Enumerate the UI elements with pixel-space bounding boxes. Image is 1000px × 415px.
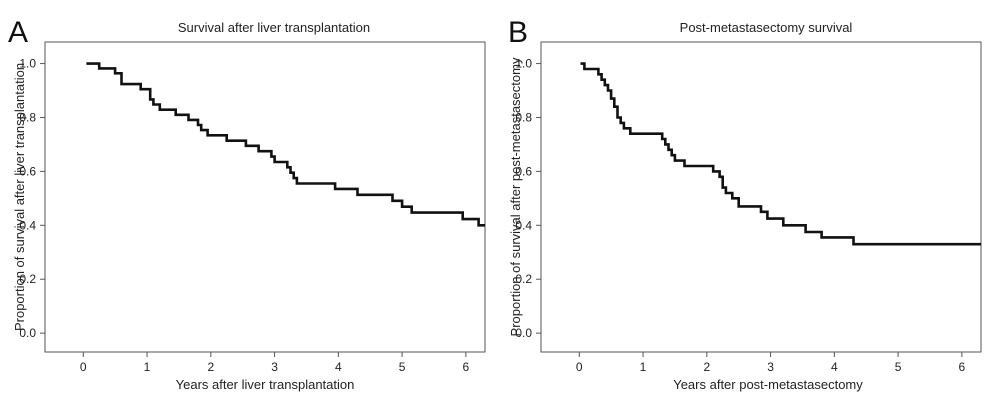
panel-a-plot-frame	[44, 41, 486, 353]
panel-a-y-tick-label: 0.0	[19, 326, 36, 340]
panel-b: B Post-metastasectomy survival Years aft…	[508, 16, 982, 392]
panel-a-title: Survival after liver transplantation	[178, 20, 370, 35]
panel-a-label: A	[8, 16, 28, 49]
panel-a-y-tick-label: 0.4	[19, 218, 36, 232]
panel-b-survival-curve	[580, 62, 981, 246]
panel-b-curves	[580, 62, 981, 246]
panel-a-x-tick-label: 6	[463, 360, 470, 374]
panel-b-x-tick-label: 5	[895, 360, 902, 374]
panel-b-y-ticks: 0.0 0.2 0.4 0.6 0.8 1.0	[515, 57, 541, 340]
panel-a-x-tick-label: 5	[399, 360, 406, 374]
panel-a-x-tick-label: 2	[207, 360, 214, 374]
panel-b-x-axis-title: Years after post-metastasectomy	[673, 377, 863, 392]
panel-a-x-tick-label: 0	[80, 360, 87, 374]
panel-a-curves	[86, 62, 485, 227]
panel-a: A Survival after liver transplantation Y…	[8, 16, 486, 392]
panel-b-y-tick-label: 0.0	[515, 326, 532, 340]
panel-b-y-tick-label: 0.4	[515, 218, 532, 232]
panel-b-y-tick-label: 0.2	[515, 272, 532, 286]
panel-b-plot-frame	[540, 41, 982, 353]
panel-a-y-axis-title: Proportion of survival after liver trans…	[12, 63, 27, 331]
panel-b-label: B	[508, 16, 528, 49]
panel-a-y-tick-label: 0.6	[19, 164, 36, 178]
panel-a-x-tick-label: 1	[144, 360, 151, 374]
panel-b-y-tick-label: 1.0	[515, 57, 532, 71]
panel-b-y-axis-title: Proportion of survival after post-metast…	[508, 57, 523, 336]
panel-b-title: Post-metastasectomy survival	[680, 20, 853, 35]
panel-b-y-tick-label: 0.6	[515, 164, 532, 178]
panel-a-x-ticks: 0 1 2 3 4 5 6	[80, 352, 470, 374]
panel-a-x-axis-title: Years after liver transplantation	[176, 377, 355, 392]
panel-a-survival-curve	[86, 62, 485, 227]
panel-a-y-ticks: 0.0 0.2 0.4 0.6 0.8 1.0	[19, 57, 45, 340]
panel-b-y-tick-label: 0.8	[515, 110, 532, 124]
panel-b-x-tick-label: 4	[831, 360, 838, 374]
panel-b-x-tick-label: 3	[767, 360, 774, 374]
panel-b-x-tick-label: 1	[640, 360, 647, 374]
panel-b-x-tick-label: 2	[703, 360, 710, 374]
panel-b-x-ticks: 0 1 2 3 4 5 6	[576, 352, 966, 374]
panel-a-y-tick-label: 0.2	[19, 272, 36, 286]
panel-b-x-tick-label: 6	[959, 360, 966, 374]
panel-b-x-tick-label: 0	[576, 360, 583, 374]
panel-a-y-tick-label: 0.8	[19, 110, 36, 124]
panel-a-x-tick-label: 3	[271, 360, 278, 374]
panel-a-y-tick-label: 1.0	[19, 57, 36, 71]
panel-a-x-tick-label: 4	[335, 360, 342, 374]
